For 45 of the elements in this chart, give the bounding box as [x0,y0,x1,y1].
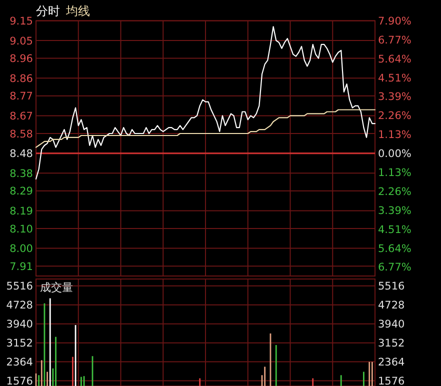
y2-tick-label: 2.26% [378,110,412,122]
y2-tick-label: 7.90% [378,16,412,28]
y-tick-label: 8.58 [10,128,33,140]
line-series [35,26,376,180]
y2-tick-label: 3.39% [378,205,412,218]
y-tick-label: 9.05 [10,35,33,48]
y2-tick-label: 5.64% [378,53,412,66]
y-tick-label: 8.77 [10,90,33,103]
y2-tick-label: 5.64% [378,242,412,255]
text: 分时 [36,4,60,18]
y2-tick-label: 4728 [378,300,405,312]
y2-tick-label: 3152 [378,338,405,350]
y2-tick-label: 3940 [378,318,405,331]
chart-title: 成交量 [40,281,73,294]
y-tick-label: 8.19 [10,205,33,218]
y2-tick-label: 4.51% [378,224,412,236]
y2-tick-label: 2364 [378,356,406,369]
y-tick-label: 8.96 [10,53,34,66]
y-tick-label: 7.91 [10,260,33,273]
y-tick-label: 8.67 [10,110,33,122]
y-tick-label: 8.00 [10,243,33,256]
y-tick-label: 2364 [6,356,34,369]
y2-tick-label: 1.13% [378,129,412,142]
y-tick-label: 4728 [6,300,33,312]
y-tick-label: 3940 [6,318,33,331]
text: 均线 [65,4,90,18]
y2-tick-label: 0.00% [378,148,412,160]
y-tick-label: 3152 [6,338,33,350]
y-tick-label: 5516 [6,280,34,293]
y2-tick-label: 3.39% [378,91,412,104]
y-tick-label: 9.15 [10,16,33,28]
y-tick-label: 8.86 [10,72,34,85]
y2-tick-label: 6.77% [378,34,412,46]
y-tick-label: 8.29 [10,186,33,198]
y-tick-label: 8.48 [10,148,33,160]
y2-tick-label: 1576 [378,376,406,386]
line-series [35,109,376,148]
y2-tick-label: 4.51% [378,72,412,84]
y2-tick-label: 1.13% [378,167,412,180]
y2-tick-label: 6.77% [378,262,412,274]
y-tick-label: 8.10 [10,223,33,236]
y-tick-label: 1576 [6,376,34,386]
y-tick-label: 8.38 [10,168,33,180]
y2-tick-label: 5516 [378,280,406,293]
y2-tick-label: 2.26% [378,186,412,198]
